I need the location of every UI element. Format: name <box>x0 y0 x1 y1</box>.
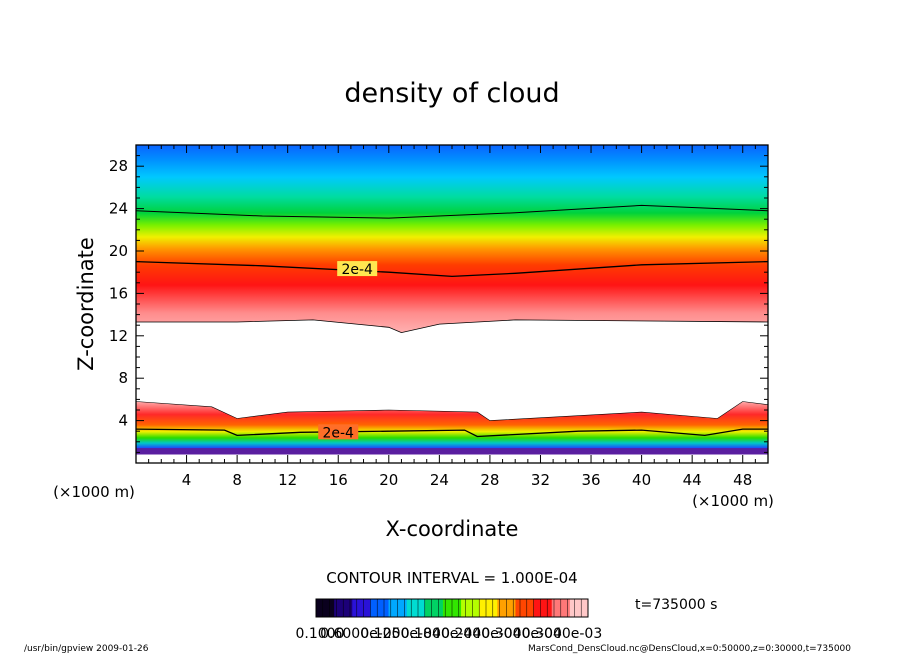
contour-label-bg <box>318 424 359 440</box>
y-tick-label: 4 <box>118 412 128 430</box>
colorbar-swatch <box>352 599 371 617</box>
y-tick-label: 28 <box>109 157 128 175</box>
footer-right: MarsCond_DensCloud.nc@DensCloud,x=0:5000… <box>528 644 851 654</box>
colorbar-tick-labels: 0.10000.6000e-050.1200e-040.1800e-040.24… <box>296 626 603 642</box>
colorbar-swatch <box>479 599 498 617</box>
colorbar-swatch <box>515 599 535 617</box>
x-axis-label: X-coordinate <box>386 517 519 541</box>
x-tick-label: 32 <box>531 471 550 489</box>
colorbar-tick-label: 0.1200e-04 <box>360 626 441 642</box>
x-tick-label: 4 <box>182 471 192 489</box>
lower-cloud-layer <box>136 401 768 454</box>
chart-title: density of cloud <box>344 78 559 109</box>
x-tick-label: 16 <box>329 471 348 489</box>
x-tick-label: 44 <box>683 471 702 489</box>
x-tick-label: 40 <box>632 471 651 489</box>
x-tick-label: 24 <box>430 471 449 489</box>
contour-label-bg <box>337 261 378 277</box>
colorbar-tick-label: 0.3000e-04 <box>481 626 562 642</box>
colorbar-swatch <box>533 599 553 617</box>
colorbar-tick-label: 0.1000 <box>296 626 345 642</box>
contour-line-2e-4-lower <box>136 428 768 438</box>
y-axis-label: Z-coordinate <box>74 237 98 371</box>
contour-line-1e-4-upper <box>136 204 768 219</box>
colorbar-tick-label: 0.6000e-05 <box>320 626 400 642</box>
lower-layer-edge <box>136 401 768 421</box>
plot-area: 2e-42e-4 4 8 12 16 20 24 28 32 36 40 44 48 48121620… <box>109 144 769 489</box>
surface-band <box>136 448 768 455</box>
y-tick-label: 20 <box>109 242 128 260</box>
y-tick-label: 24 <box>109 200 128 218</box>
x-tick-label: 8 <box>232 471 242 489</box>
y-tick-label: 16 <box>109 284 128 302</box>
colorbar-swatch <box>370 599 390 617</box>
upper-layer-edge <box>136 319 768 334</box>
x-tick-label: 36 <box>581 471 600 489</box>
colorbar-swatch <box>424 599 444 617</box>
x-tick-label: 20 <box>379 471 398 489</box>
contour-line-2e-4-upper <box>136 260 768 278</box>
colorbar-swatch <box>461 599 480 617</box>
time-label: t=735000 s <box>635 597 717 613</box>
colorbar-frame <box>315 598 589 618</box>
colorbar-tick-label: 0.3000e-03 <box>522 626 602 642</box>
upper-cloud-field <box>136 145 768 345</box>
colorbar-swatch <box>406 599 426 617</box>
x-unit-label: (×1000 m) <box>692 492 774 510</box>
contour-interval-text: CONTOUR INTERVAL = 1.000E-04 <box>326 569 577 587</box>
footer-left: /usr/bin/gpview 2009-01-26 <box>24 644 149 654</box>
contour-label: 2e-4 <box>341 262 373 278</box>
z-unit-label: (×1000 m) <box>53 483 135 501</box>
y-tick-label: 8 <box>118 369 128 387</box>
contour-label: 2e-4 <box>322 425 354 441</box>
colorbar-tick-label: 0.2400e-04 <box>441 626 522 642</box>
x-tick-label: 48 <box>733 471 752 489</box>
x-tick-label: 28 <box>480 471 499 489</box>
x-tick-label: 12 <box>278 471 297 489</box>
colorbar-swatch <box>316 599 335 617</box>
colorbar-swatch <box>551 599 571 617</box>
colorbar <box>316 599 589 617</box>
colorbar-tick-label: 0.1800e-04 <box>401 626 482 642</box>
y-tick-label: 12 <box>109 327 128 345</box>
colorbar-swatch <box>569 599 589 617</box>
colorbar-swatch <box>497 599 516 617</box>
x-axis-ticks: 4 8 12 16 20 24 28 32 36 40 44 48 <box>148 145 756 489</box>
y-axis-ticks: 4 8 12 16 20 24 28 <box>109 155 768 453</box>
